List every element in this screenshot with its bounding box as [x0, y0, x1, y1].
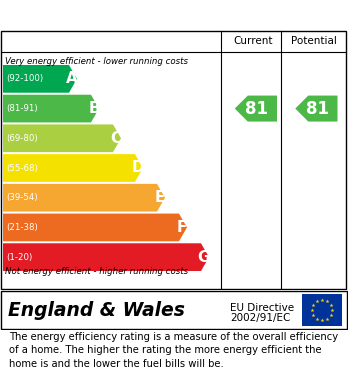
Text: Current: Current: [233, 36, 273, 47]
Text: England & Wales: England & Wales: [8, 301, 185, 319]
Polygon shape: [3, 243, 209, 271]
Text: EU Directive: EU Directive: [230, 303, 294, 313]
Text: The energy efficiency rating is a measure of the overall efficiency of a home. T: The energy efficiency rating is a measur…: [9, 332, 338, 369]
Polygon shape: [3, 213, 187, 241]
Text: E: E: [155, 190, 165, 205]
Text: (81-91): (81-91): [6, 104, 38, 113]
Text: G: G: [198, 249, 210, 265]
Polygon shape: [3, 154, 143, 182]
Text: Energy Efficiency Rating: Energy Efficiency Rating: [9, 7, 219, 23]
Bar: [302, 294, 342, 326]
Text: (55-68): (55-68): [6, 163, 38, 172]
Text: (69-80): (69-80): [6, 134, 38, 143]
Text: F: F: [177, 220, 187, 235]
Text: Not energy efficient - higher running costs: Not energy efficient - higher running co…: [5, 267, 188, 276]
Text: (21-38): (21-38): [6, 223, 38, 232]
Polygon shape: [3, 95, 99, 122]
Polygon shape: [3, 184, 165, 212]
Text: Potential: Potential: [291, 36, 337, 47]
Polygon shape: [235, 95, 277, 122]
Polygon shape: [295, 95, 338, 122]
Text: D: D: [132, 160, 144, 176]
Polygon shape: [3, 124, 121, 152]
Text: (39-54): (39-54): [6, 193, 38, 202]
Text: 81: 81: [306, 100, 329, 118]
Text: (92-100): (92-100): [6, 74, 43, 83]
Text: 81: 81: [245, 100, 269, 118]
Text: C: C: [110, 131, 121, 146]
Text: A: A: [66, 71, 78, 86]
Text: (1-20): (1-20): [6, 253, 32, 262]
Text: 2002/91/EC: 2002/91/EC: [230, 313, 290, 323]
Polygon shape: [3, 65, 77, 93]
Text: B: B: [88, 101, 100, 116]
Text: Very energy efficient - lower running costs: Very energy efficient - lower running co…: [5, 57, 188, 66]
